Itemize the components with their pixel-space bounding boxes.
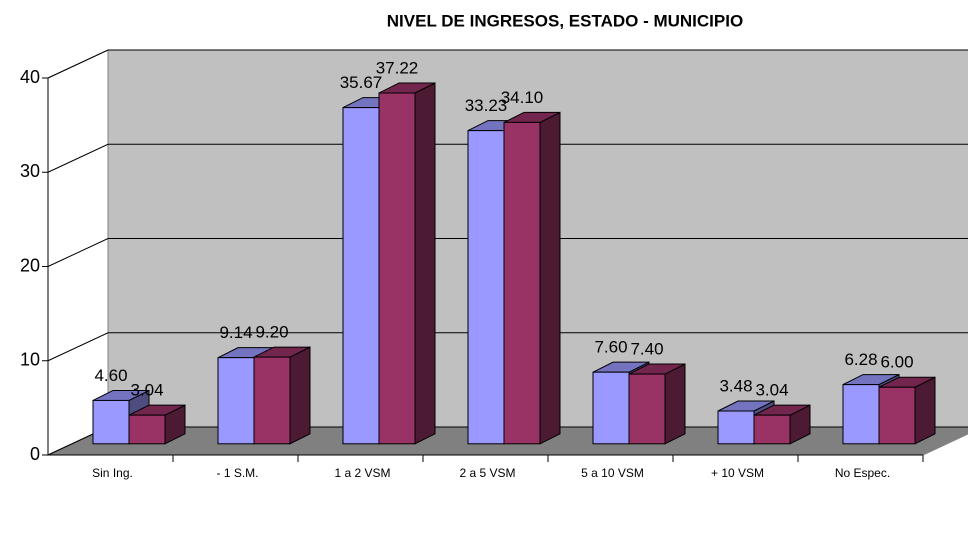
data-label: 34.10 bbox=[501, 88, 544, 107]
x-tick-label: 5 a 10 VSM bbox=[581, 466, 644, 480]
x-tick-label: No Espec. bbox=[835, 466, 890, 480]
grid-line bbox=[47, 238, 968, 267]
x-tick-label: - 1 S.M. bbox=[216, 466, 258, 480]
x-tick-label: Sin Ing. bbox=[92, 466, 133, 480]
bar bbox=[217, 357, 255, 445]
bar bbox=[628, 373, 666, 445]
data-label: 4.60 bbox=[94, 366, 127, 385]
data-label: 37.22 bbox=[376, 58, 419, 77]
data-label: 3.48 bbox=[719, 376, 752, 395]
y-tick-label: 0 bbox=[30, 444, 40, 464]
data-label: 6.00 bbox=[880, 353, 913, 372]
x-tick-label: + 10 VSM bbox=[711, 466, 764, 480]
y-tick-label: 20 bbox=[20, 255, 40, 275]
chart-title: NIVEL DE INGRESOS, ESTADO - MUNICIPIO bbox=[387, 11, 743, 30]
bar bbox=[592, 371, 630, 445]
bar bbox=[92, 399, 130, 445]
bar bbox=[128, 414, 166, 445]
data-label: 6.28 bbox=[844, 350, 877, 369]
bar-side bbox=[539, 111, 561, 445]
data-label: 9.20 bbox=[255, 323, 288, 342]
bar bbox=[378, 92, 416, 445]
y-tick-label: 30 bbox=[20, 161, 40, 181]
bar bbox=[878, 386, 916, 445]
y-tick-label: 10 bbox=[20, 350, 40, 370]
x-tick-label: 2 a 5 VSM bbox=[459, 466, 515, 480]
data-label: 7.60 bbox=[594, 338, 627, 357]
x-tick-label: 1 a 2 VSM bbox=[334, 466, 390, 480]
bar bbox=[342, 107, 380, 445]
grid-line bbox=[47, 332, 968, 362]
grid-line bbox=[47, 143, 968, 173]
bar bbox=[842, 384, 880, 445]
bar bbox=[753, 414, 791, 445]
bar bbox=[253, 356, 291, 445]
data-label: 33.23 bbox=[465, 96, 508, 115]
bar bbox=[717, 410, 755, 445]
bar-side bbox=[914, 376, 936, 445]
bar-side bbox=[664, 363, 686, 445]
bar-side bbox=[414, 82, 436, 445]
data-label: 35.67 bbox=[340, 73, 383, 92]
data-label: 3.04 bbox=[755, 381, 788, 400]
data-label: 3.04 bbox=[130, 381, 163, 400]
bar bbox=[467, 130, 505, 445]
grid-line bbox=[47, 49, 968, 79]
y-tick-label: 40 bbox=[20, 67, 40, 87]
bar-side bbox=[289, 346, 311, 445]
data-label: 9.14 bbox=[219, 323, 252, 342]
bar bbox=[503, 121, 541, 445]
data-label: 7.40 bbox=[630, 340, 663, 359]
